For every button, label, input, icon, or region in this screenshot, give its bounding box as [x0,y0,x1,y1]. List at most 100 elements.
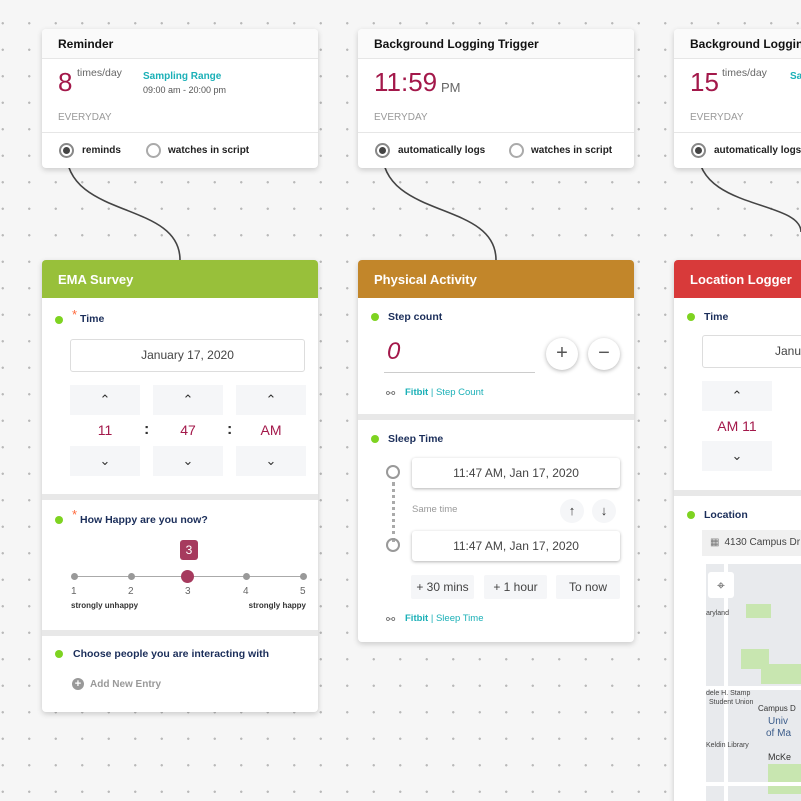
scale-tick: 1 [71,586,77,597]
map-label: dele H. Stamp [706,690,751,697]
question-label: Time [704,311,729,323]
radio-automatically-logs[interactable] [375,143,390,158]
add-1-hour-button[interactable]: + 1 hour [484,575,547,599]
step-count-question: Step count 0 + − ⚯ Fitbit | Step Count [358,298,634,414]
add-entry-label: Add New Entry [90,679,162,690]
people-question: Choose people you are interacting with +… [42,636,318,712]
sleep-time-question: Sleep Time 11:47 AM, Jan 17, 2020 Same t… [358,420,634,642]
step-count-input[interactable]: 0 [387,338,401,365]
ampm-up-button[interactable]: ⌃ [236,385,306,415]
physical-activity-card: Physical Activity Step count 0 + − ⚯ Fit… [358,260,634,642]
status-dot [55,650,63,658]
sleep-end-field[interactable]: 11:47 AM, Jan 17, 2020 [412,531,620,561]
card-title: EMA Survey [42,260,318,298]
scale-tick: 5 [300,586,306,597]
radio-reminds[interactable] [59,143,74,158]
map-label: McKe [768,752,792,762]
question-label: Location [704,509,748,521]
address-value: 4130 Campus Dr [724,537,801,548]
source-label: | Step Count [430,387,484,398]
sampling-range-value: 09:00 am - 20:00 pm [143,85,227,95]
fitbit-link[interactable]: Fitbit [405,387,429,398]
status-dot [687,511,695,519]
required-icon: * [72,307,78,322]
card-title: Background Logging [674,29,801,59]
hour-down-button[interactable]: ⌄ [70,446,140,476]
fitbit-link[interactable]: Fitbit [405,613,429,624]
increment-button[interactable]: + [546,338,578,370]
location-logger-card: Location Logger Time Janu ⌃ AM 11 ⌄ Loca… [674,260,801,801]
ampm-down-button[interactable]: ⌄ [236,446,306,476]
location-question: Location ▦ 4130 Campus Dr ⌖ aryland dele … [674,496,801,801]
radio-watches[interactable] [509,143,524,158]
card-title: Location Logger [674,260,801,298]
date-field[interactable]: January 17, 2020 [70,339,305,372]
ema-survey-card: EMA Survey * Time January 17, 2020 ⌃ ⌃ ⌃… [42,260,318,712]
happiness-question: * How Happy are you now? 3 1 2 3 4 5 str… [42,500,318,630]
repeat-label: EVERYDAY [374,112,428,123]
minute-down-button[interactable]: ⌄ [153,446,223,476]
question-label: Choose people you are interacting with [73,648,270,660]
sleep-start-field[interactable]: 11:47 AM, Jan 17, 2020 [412,458,620,488]
down-button[interactable]: ⌄ [702,441,772,471]
hour-up-button[interactable]: ⌃ [70,385,140,415]
separator: : [227,421,233,438]
status-dot [687,313,695,321]
card-title: Physical Activity [358,260,634,298]
to-now-button[interactable]: To now [556,575,620,599]
minute-up-button[interactable]: ⌃ [153,385,223,415]
slider-thumb[interactable] [181,570,194,583]
time-question: * Time January 17, 2020 ⌃ ⌃ ⌃ 11 : 47 : … [42,298,318,494]
radio-label: reminds [82,145,121,156]
radio-watches[interactable] [146,143,161,158]
duration-label: Same time [412,504,458,515]
arrow-down-icon[interactable]: ↓ [592,499,616,523]
times-value: 8 [58,67,73,97]
up-button[interactable]: ⌃ [702,381,772,411]
map-label: Univ [768,716,789,727]
map-label: Student Union [709,699,754,706]
link-icon: ⚯ [386,388,396,400]
radio-label: watches in script [168,145,250,156]
radio-label: watches in script [531,145,613,156]
scale-tick: 3 [185,586,191,597]
sampling-range-link[interactable]: Sa [790,71,801,82]
hour-value[interactable]: 11 [97,422,113,438]
unit-label: times/day [722,67,767,79]
scale-tick: 4 [243,586,249,597]
trigger-options: reminds watches in script [42,132,318,168]
link-icon: ⚯ [386,614,396,626]
background-logging-card: Background Logging 15 times/day Sa EVERY… [674,29,801,168]
map-label: of Ma [766,728,792,739]
trigger-options: automatically logs watches in script [358,132,634,168]
map-label: Keldin Library [706,742,749,749]
ampm-value[interactable]: AM [260,422,282,438]
card-title: Background Logging Trigger [358,29,634,59]
address-field[interactable]: ▦ 4130 Campus Dr [702,530,801,556]
question-label: Sleep Time [388,433,444,445]
date-field[interactable]: Janu [702,335,801,368]
map-view[interactable]: ⌖ aryland dele H. Stamp Student Union Un… [706,564,801,801]
sampling-range-link[interactable]: Sampling Range [143,71,222,82]
ampm-label: PM [441,80,461,95]
minute-value[interactable]: 47 [180,422,196,438]
status-dot [55,316,63,324]
time-value: 11:59 [374,67,438,97]
add-new-entry-button[interactable]: + Add New Entry [72,678,161,690]
radio-automatically-logs[interactable] [691,143,706,158]
scale-low-label: strongly unhappy [71,601,139,610]
question-label: Step count [388,311,443,323]
reminder-trigger-card: Reminder 8 times/day Sampling Range 09:0… [42,29,318,168]
unit-label: times/day [77,67,122,79]
slider-value-badge: 3 [180,540,198,560]
decrement-button[interactable]: − [588,338,620,370]
plus-circle-icon: + [72,678,84,690]
add-30-mins-button[interactable]: + 30 mins [411,575,474,599]
start-marker [386,465,400,479]
my-location-button[interactable]: ⌖ [708,572,734,598]
arrow-up-icon[interactable]: ↑ [560,499,584,523]
time-value[interactable]: AM 11 [717,418,757,434]
radio-label: automatically logs [714,145,801,156]
end-marker [386,538,400,552]
scale-tick: 2 [128,586,134,597]
